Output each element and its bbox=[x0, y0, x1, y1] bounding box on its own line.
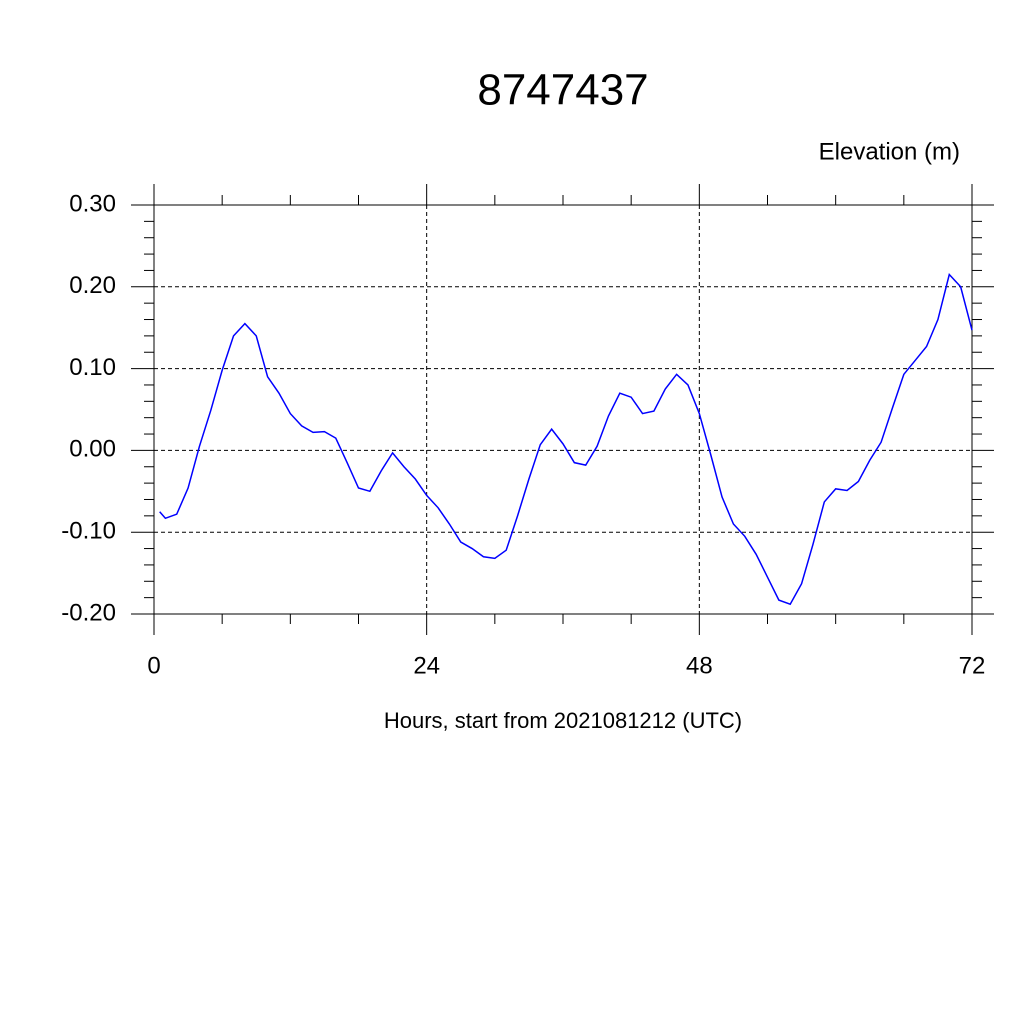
plot-frame bbox=[153, 204, 973, 615]
y-tick-label: 0.30 bbox=[69, 190, 116, 217]
y-tick-label: -0.10 bbox=[61, 518, 116, 545]
y-tick-label: -0.20 bbox=[61, 599, 116, 626]
x-axis-label: Hours, start from 2021081212 (UTC) bbox=[384, 708, 742, 733]
x-tick-label: 72 bbox=[959, 652, 986, 679]
y-axis-label: Elevation (m) bbox=[819, 138, 960, 165]
y-tick-label: 0.20 bbox=[69, 272, 116, 299]
y-tick-label: 0.00 bbox=[69, 436, 116, 463]
chart-title: 8747437 bbox=[477, 66, 648, 115]
x-tick-label: 24 bbox=[413, 652, 440, 679]
x-tick-label: 0 bbox=[147, 652, 160, 679]
y-tick-label: 0.10 bbox=[69, 354, 116, 381]
data-line bbox=[159, 273, 973, 606]
x-tick-label: 48 bbox=[686, 652, 713, 679]
